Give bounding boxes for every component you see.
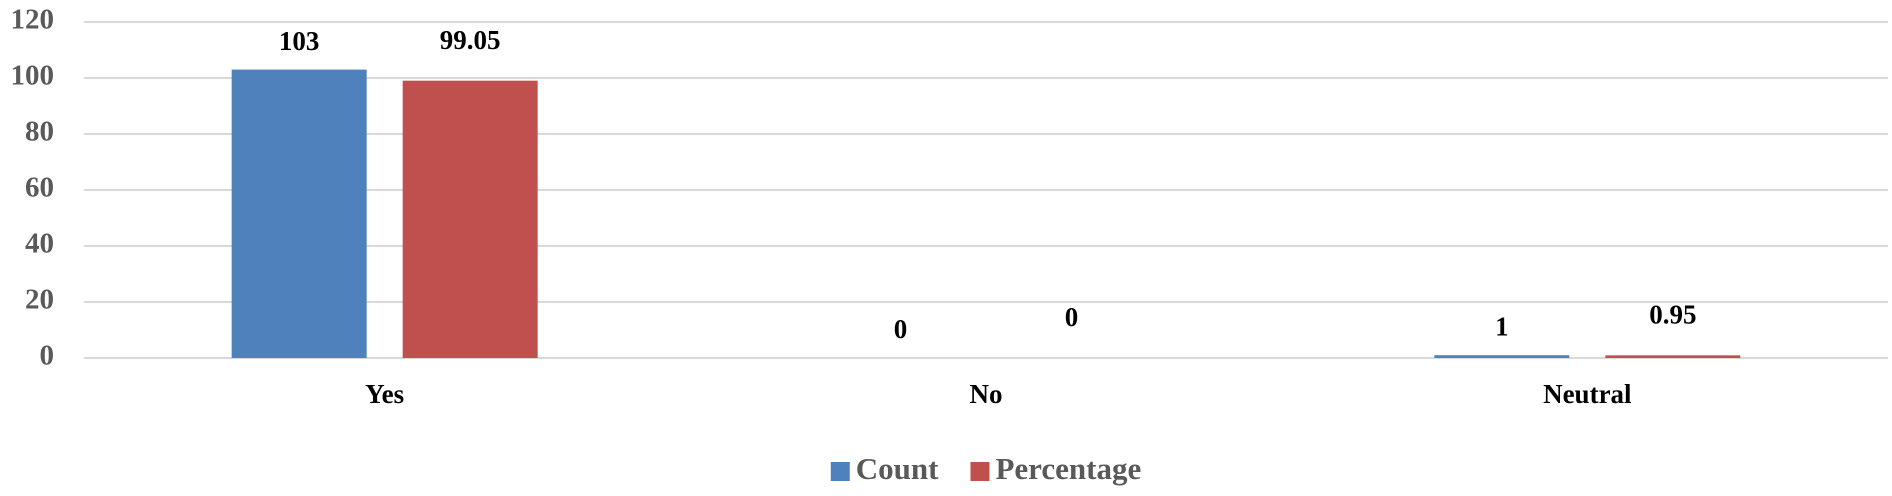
legend-label: Count bbox=[856, 451, 939, 486]
y-tick-label: 0 bbox=[40, 340, 55, 372]
legend-label: Percentage bbox=[995, 451, 1141, 486]
value-label: 103 bbox=[279, 26, 320, 56]
y-tick-label: 80 bbox=[25, 116, 54, 148]
value-label: 1 bbox=[1495, 311, 1509, 341]
y-tick-label: 100 bbox=[11, 60, 55, 92]
value-label: 99.05 bbox=[440, 25, 501, 55]
legend-swatch bbox=[970, 462, 990, 481]
y-tick-label: 40 bbox=[25, 228, 54, 260]
bar bbox=[1434, 355, 1570, 358]
value-label: 0 bbox=[1065, 302, 1079, 332]
y-tick-label: 60 bbox=[25, 172, 54, 204]
legend-swatch bbox=[830, 462, 850, 481]
bar bbox=[402, 80, 538, 358]
bar bbox=[1605, 355, 1741, 358]
value-label: 0.95 bbox=[1649, 300, 1696, 330]
y-tick-label: 120 bbox=[11, 4, 55, 36]
y-tick-label: 20 bbox=[25, 284, 54, 316]
x-tick-label: No bbox=[970, 379, 1003, 409]
x-tick-label: Yes bbox=[365, 379, 404, 409]
bar bbox=[231, 69, 367, 358]
x-tick-label: Neutral bbox=[1543, 379, 1632, 409]
value-label: 0 bbox=[894, 314, 908, 344]
